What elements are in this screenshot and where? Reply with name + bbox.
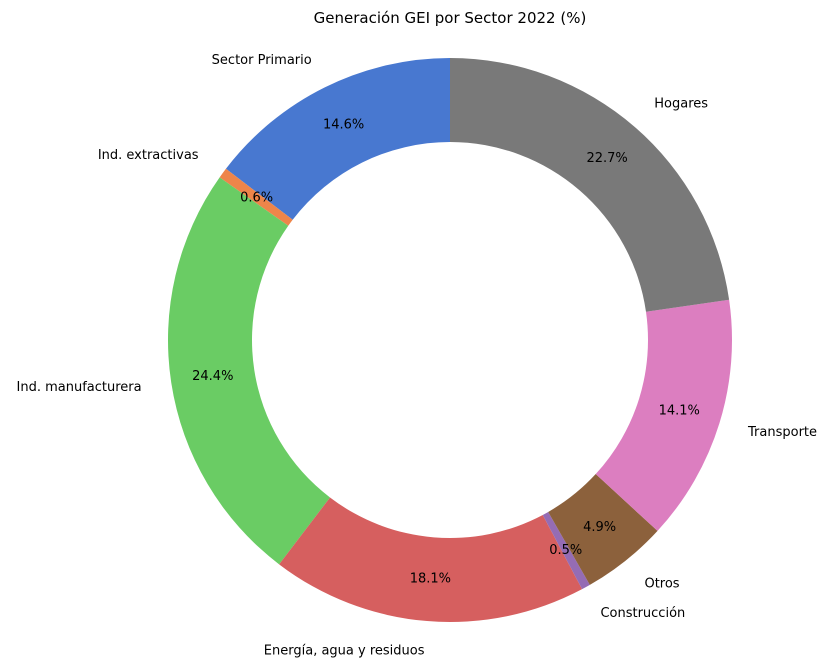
slice-ind-extractivas xyxy=(219,168,293,226)
label-ind-extractivas: Ind. extractivas xyxy=(98,148,199,163)
slices-group xyxy=(167,57,732,622)
percent-hogares: 22.7% xyxy=(586,151,627,166)
percent-energia-agua-y-residuos: 18.1% xyxy=(410,572,451,587)
slice-transporte xyxy=(595,299,732,531)
label-transporte: Transporte xyxy=(747,425,817,440)
slice-otros xyxy=(548,474,658,585)
slice-construccion xyxy=(542,511,590,590)
label-otros: Otros xyxy=(644,576,679,591)
percent-labels-group: 14.6% 0.6% 24.4% 18.1% 0.5%4.9% 14.1% 22.7% xyxy=(192,117,700,586)
percent-transporte: 14.1% xyxy=(659,403,700,418)
labels-group: Sector Primario Ind. extractivas Ind. manu… xyxy=(17,53,818,659)
label-sector-primario: Sector Primario xyxy=(212,53,312,68)
slice-energia-agua-y-residuos xyxy=(279,497,583,622)
percent-sector-primario: 14.6% xyxy=(323,117,364,132)
slice-hogares xyxy=(450,57,730,312)
percent-ind-manufacturera: 24.4% xyxy=(192,369,233,384)
label-energia-agua-y-residuos: Energía, agua y residuos xyxy=(264,643,425,658)
slice-sector-primario xyxy=(225,58,450,220)
label-hogares: Hogares xyxy=(654,97,708,112)
label-ind-manufacturera: Ind. manufacturera xyxy=(17,380,142,395)
label-construccion: Construcción xyxy=(600,606,685,621)
slice-ind-manufacturera xyxy=(167,177,331,565)
percent-ind-extractivas: 0.6% xyxy=(240,190,273,205)
percent-construccion: 0.5% xyxy=(549,543,582,558)
chart-title: Generación GEI por Sector 2022 (%) xyxy=(314,9,587,27)
percent-otros: 4.9% xyxy=(583,520,616,535)
